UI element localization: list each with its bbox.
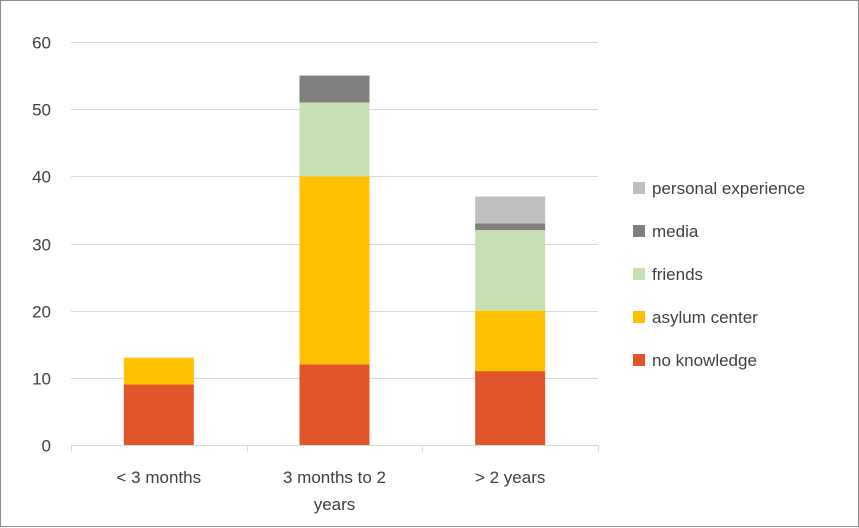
legend-label: no knowledge [652,351,757,370]
x-category-label: 3 months to 2 [283,468,386,487]
y-tick-label: 20 [32,303,51,322]
legend-swatch [633,311,645,323]
y-tick-label: 30 [32,236,51,255]
bar-segment-friends [299,102,370,177]
x-category-label: years [314,495,356,514]
bar-segment-friends [475,230,546,311]
bar-segment-asylum-center [123,357,194,385]
bar-segment-asylum-center [299,176,370,365]
bar-segment-media [299,75,370,103]
legend-swatch [633,354,645,366]
bar-segment-media [475,223,546,231]
y-tick-label: 10 [32,370,51,389]
x-category-label: < 3 months [117,468,202,487]
y-tick-label: 0 [42,437,51,456]
legend-label: friends [652,265,703,284]
legend: personal experience media friends asylum ce… [633,179,805,370]
legend-label: media [652,222,699,241]
bars [123,75,546,445]
bar-segment-no-knowledge [475,371,546,445]
axes: 0 10 20 30 40 50 60 < 3 months 3 months to 2 year… [32,34,599,514]
legend-label: asylum center [652,308,758,327]
y-tick-label: 60 [32,34,51,53]
legend-label: personal experience [652,179,805,198]
bar-segment-no-knowledge [299,364,370,445]
legend-swatch [633,182,645,194]
legend-swatch [633,268,645,280]
x-category-label: > 2 years [475,468,545,487]
bar-segment-asylum-center [475,310,546,372]
legend-swatch [633,225,645,237]
bar-segment-no-knowledge [123,384,194,445]
y-tick-label: 50 [32,101,51,120]
bar-segment-personal-experience [475,196,546,224]
y-tick-label: 40 [32,168,51,187]
